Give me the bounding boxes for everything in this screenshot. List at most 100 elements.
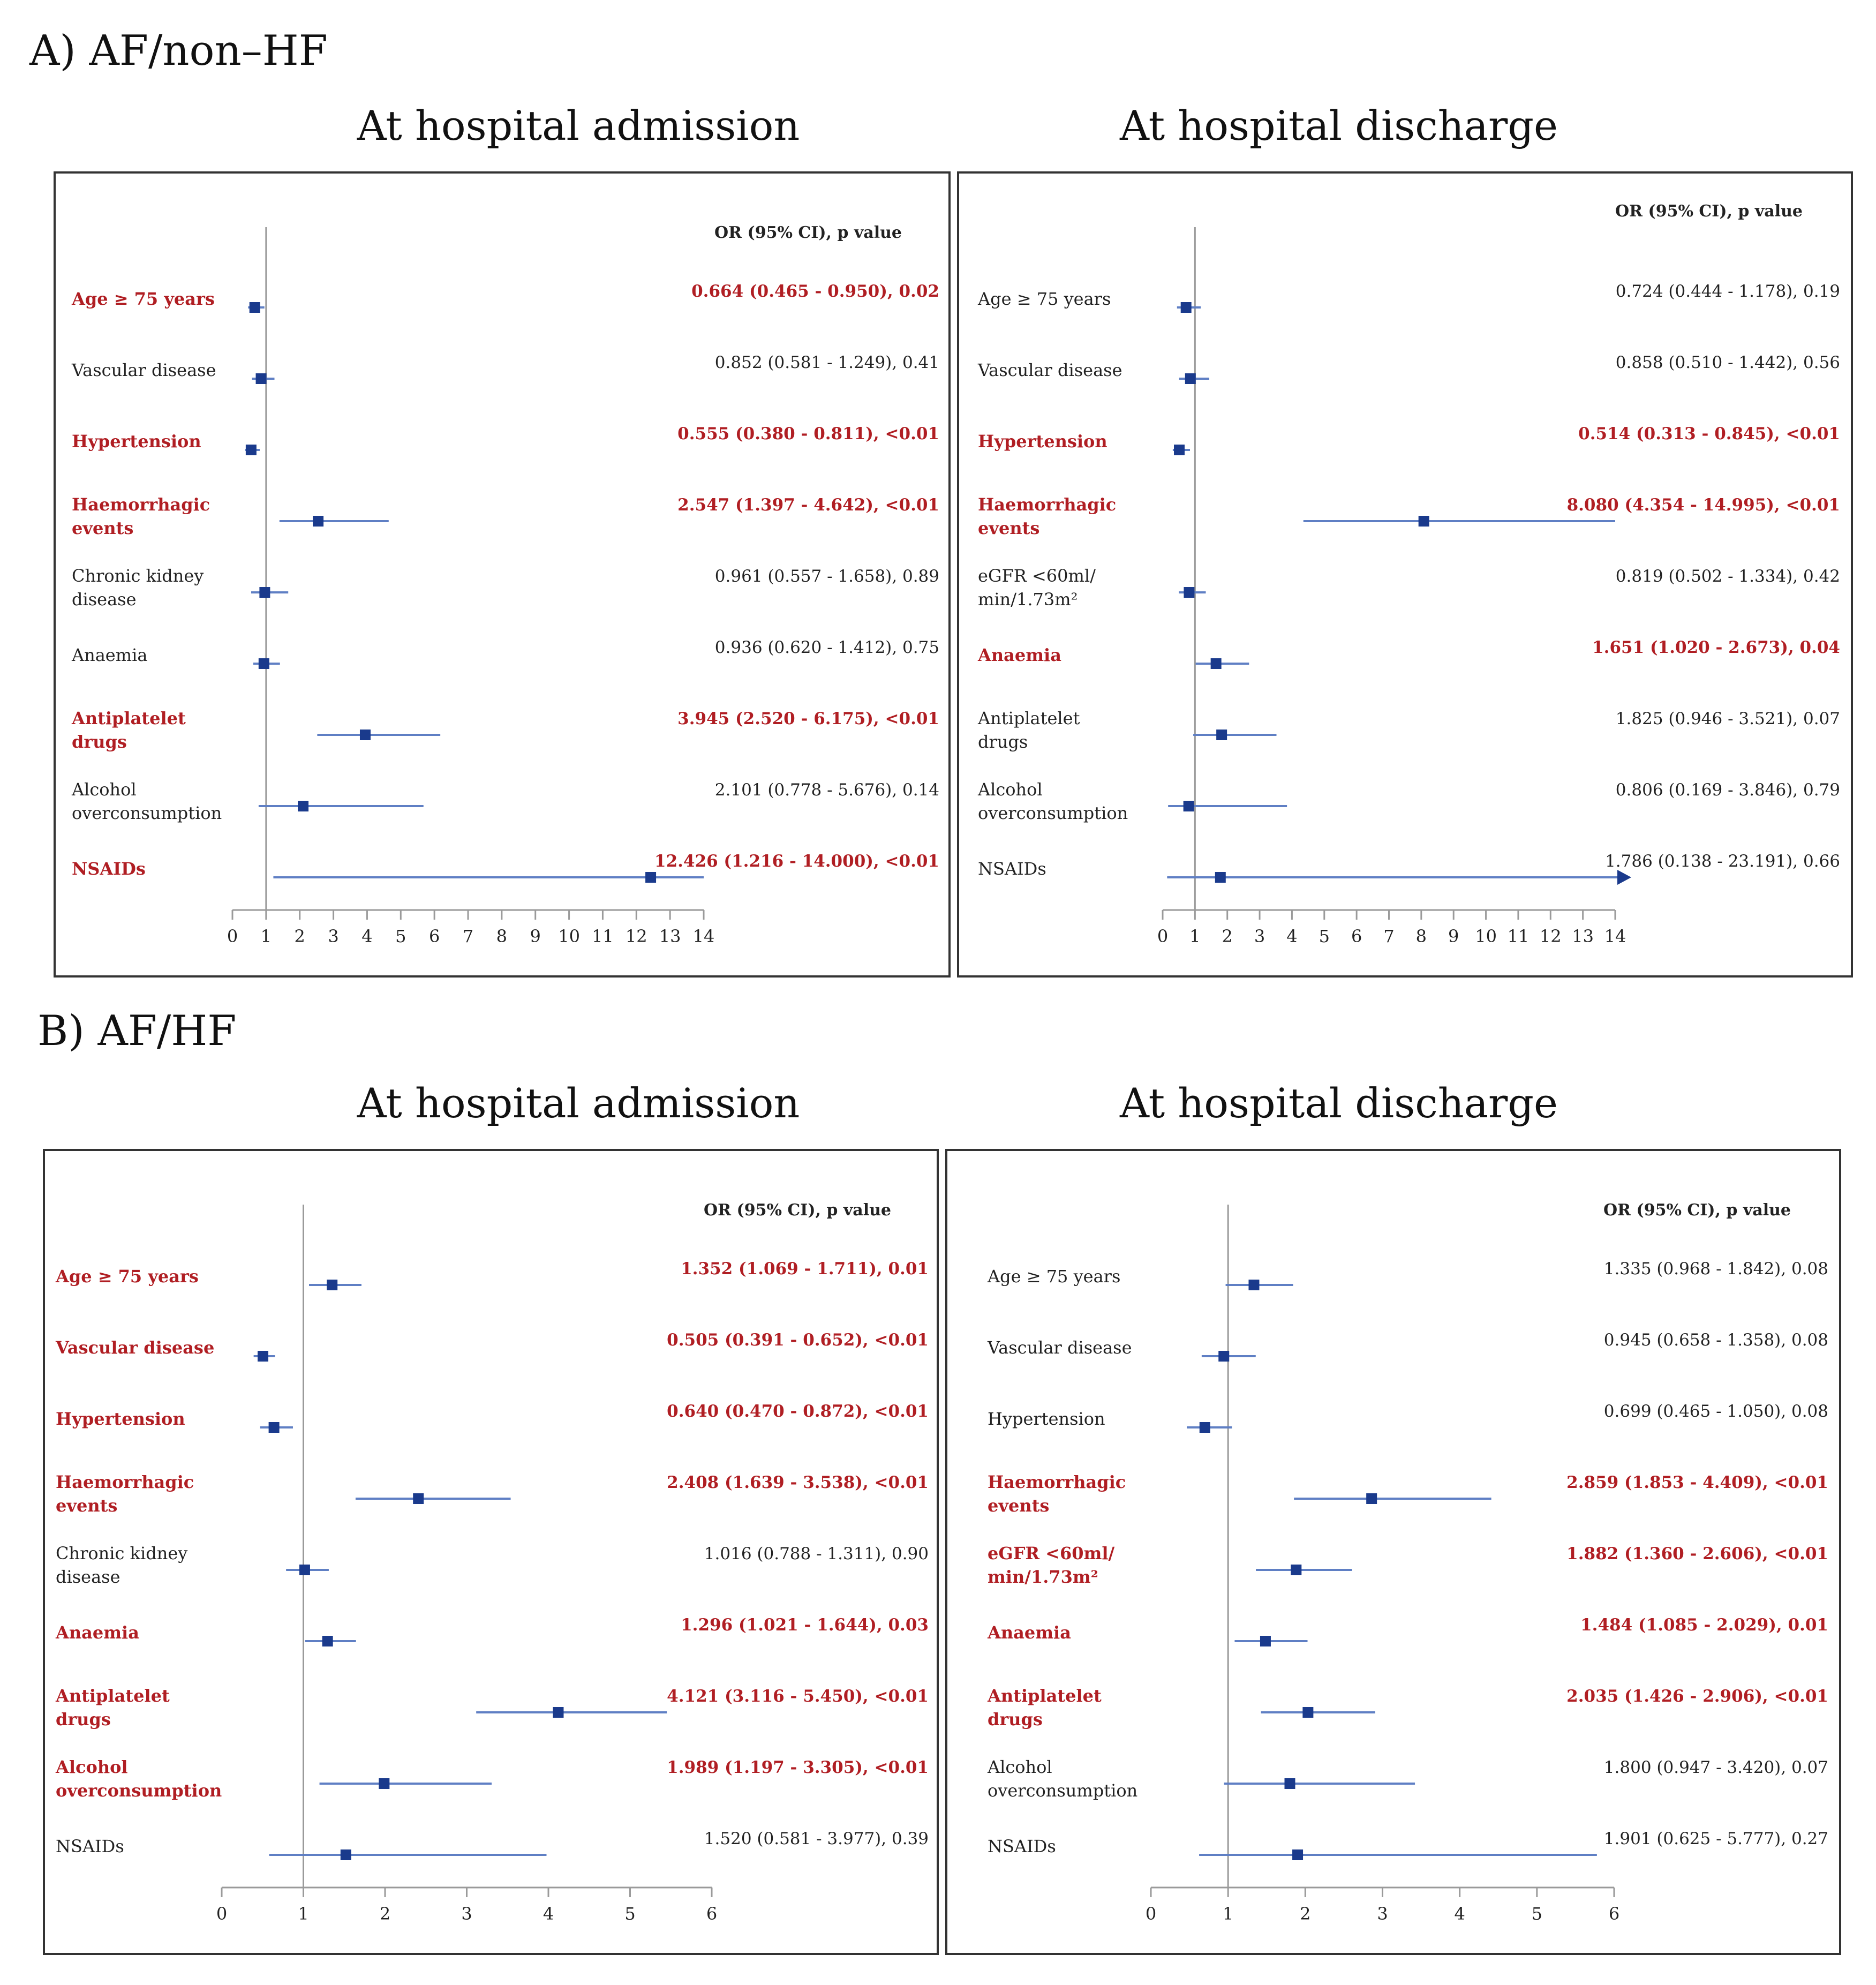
or-value-text: 2.035 (1.426 - 2.906), <0.01 [1566,1687,1828,1706]
row-label-line: events [56,1495,117,1516]
x-tick-label: 4 [1454,1904,1465,1924]
or-value-text: 1.800 (0.947 - 3.420), 0.07 [1604,1758,1828,1777]
or-column-header: OR (95% CI), p value [1603,1201,1791,1220]
row-label: NSAIDs [988,1836,1056,1856]
row-label-line: events [988,1495,1049,1516]
forest-plot-b-admission: OR (95% CI), p value 0 1 2 3 4 5 6 Age ≥ 75 year… [55,1201,929,1924]
x-tick-label: 1 [261,926,272,946]
x-tick-label: 4 [543,1904,554,1924]
row-label: Hypertension [978,431,1107,452]
row-label-line: disease [72,589,137,610]
section-title-a: A) AF/non–HF [29,27,328,75]
row-label: Hypertension [72,431,201,452]
row-label-line: Age ≥ 75 years [71,289,215,309]
row-label-line: Anaemia [71,645,147,665]
x-tick-label: 12 [626,926,647,946]
or-value-text: 1.882 (1.360 - 2.606), <0.01 [1566,1544,1828,1563]
row-label: eGFR <60ml/min/1.73m² [978,566,1096,610]
row-label-line: Anaemia [987,1622,1071,1643]
point-estimate [1185,373,1196,384]
or-value-text: 0.724 (0.444 - 1.178), 0.19 [1616,282,1840,301]
row-label: Haemorrhagic events [978,494,1116,538]
row-label-line: Hypertension [72,431,201,452]
point-estimate [1366,1493,1377,1504]
or-value-text: 0.858 (0.510 - 1.442), 0.56 [1616,353,1840,372]
row-label: Chronic kidney disease [72,566,204,610]
x-tick-label: 11 [592,926,614,946]
point-estimate [1248,1280,1260,1290]
forest-panel-a-admission: OR (95% CI), p value 0 1 2 3 4 5 6 7 8 9 10 11 12 13 14… [54,171,951,978]
row-label-line: drugs [72,732,127,752]
row-label-line: eGFR <60ml/ [978,566,1096,586]
point-estimate [1216,730,1227,740]
row-label-line: drugs [988,1709,1043,1730]
x-tick-label: 8 [1416,926,1427,946]
x-tick-label: 11 [1508,926,1530,946]
row-label: Age ≥ 75 years [55,1266,199,1287]
row-label-line: overconsumption [978,803,1128,823]
row-label-line: Antiplatelet [71,708,186,728]
point-estimate [645,872,657,883]
row-label-line: Vascular disease [55,1337,214,1358]
or-value-text: 0.936 (0.620 - 1.412), 0.75 [715,638,939,657]
point-estimate [327,1280,338,1290]
row-label-line: disease [56,1567,120,1587]
or-value-text: 8.080 (4.354 - 14.995), <0.01 [1567,495,1840,515]
x-tick-label: 3 [328,926,338,946]
row-label: Anaemia [55,1622,139,1643]
or-value-text: 2.859 (1.853 - 4.409), <0.01 [1566,1473,1828,1492]
row-label-line: eGFR <60ml/ [988,1543,1115,1563]
x-tick-label: 5 [1532,1904,1542,1924]
or-value-text: 1.786 (0.138 - 23.191), 0.66 [1605,852,1840,871]
or-value-text: 1.296 (1.021 - 1.644), 0.03 [681,1615,929,1635]
row-label-line: Vascular disease [987,1337,1132,1358]
point-estimate [1291,1565,1302,1575]
row-label: Antiplatelet drugs [977,708,1080,752]
or-value-text: 1.901 (0.625 - 5.777), 0.27 [1604,1829,1828,1848]
x-tick-label: 8 [496,926,507,946]
row-label: Antiplatelet drugs [55,1686,170,1730]
row-label: eGFR <60ml/min/1.73m² [988,1543,1115,1587]
x-tick-label: 5 [395,926,406,946]
x-tick-label: 2 [1222,926,1233,946]
or-value-text: 0.852 (0.581 - 1.249), 0.41 [715,353,939,372]
row-label: Antiplatelet drugs [71,708,186,752]
row-label: Anaemia [987,1622,1071,1643]
row-label: Vascular disease [977,360,1122,380]
x-tick-label: 0 [216,1904,227,1924]
x-tick-label: 1 [298,1904,308,1924]
point-estimate [1302,1707,1314,1718]
panel-title-b-admission: At hospital admission [357,1079,800,1127]
or-value-text: 0.961 (0.557 - 1.658), 0.89 [715,567,939,586]
or-value-text: 1.016 (0.788 - 1.311), 0.90 [704,1544,929,1563]
row-label: Alcohol overconsumption [55,1757,222,1801]
x-tick-label: 3 [1377,1904,1388,1924]
row-label: Alcohol overconsumption [987,1757,1137,1801]
section-title-b: B) AF/HF [37,1007,237,1055]
x-tick-label: 6 [706,1904,717,1924]
point-estimate [1183,801,1194,811]
point-estimate [413,1493,424,1504]
x-tick-label: 5 [624,1904,635,1924]
point-estimate [322,1636,333,1646]
or-value-text: 0.819 (0.502 - 1.334), 0.42 [1616,567,1840,586]
row-label-line: Haemorrhagic [978,494,1116,515]
or-column-header: OR (95% CI), p value [714,223,902,242]
row-label: Hypertension [988,1409,1105,1429]
panel-title-a-admission: At hospital admission [357,102,800,149]
row-label: Age ≥ 75 years [71,289,215,309]
row-label-line: Alcohol [55,1757,128,1777]
or-column-header: OR (95% CI), p value [704,1201,891,1220]
point-estimate [1292,1849,1304,1860]
row-label-line: Haemorrhagic [72,494,210,515]
row-label-line: Antiplatelet [977,708,1080,728]
row-label-line: NSAIDs [978,859,1046,879]
row-label-line: Age ≥ 75 years [55,1266,199,1287]
row-label-line: min/1.73m² [988,1567,1098,1587]
point-estimate [268,1422,280,1433]
or-value-text: 0.699 (0.465 - 1.050), 0.08 [1604,1402,1828,1421]
row-label-line: Chronic kidney [56,1543,187,1563]
x-tick-label: 7 [1383,926,1394,946]
or-value-text: 2.547 (1.397 - 4.642), <0.01 [677,495,939,515]
x-tick-label: 3 [461,1904,472,1924]
